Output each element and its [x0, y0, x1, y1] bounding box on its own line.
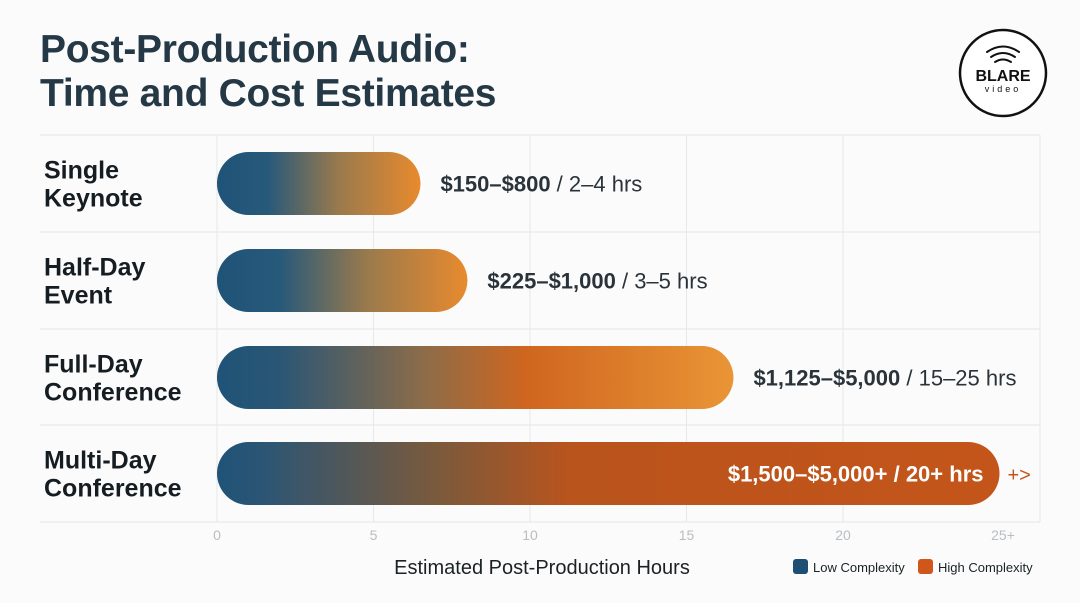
brand-logo: BLARE video	[958, 28, 1048, 118]
legend-swatch	[918, 559, 933, 574]
x-tick-label: 10	[522, 527, 538, 543]
legend-label: High Complexity	[938, 560, 1033, 575]
x-tick-label: 15	[679, 527, 695, 543]
logo-sub: video	[985, 84, 1022, 94]
chart-title: Post-Production Audio: Time and Cost Est…	[40, 28, 496, 116]
x-tick-label: 0	[213, 527, 221, 543]
x-tick-label: 25+	[991, 527, 1015, 543]
value-label: $1,125–$5,000 / 15–25 hrs	[753, 366, 1016, 391]
legend-label: Low Complexity	[813, 560, 905, 575]
category-label: Full-Day Conference	[44, 351, 182, 407]
chart-labels: Single Keynote $150–$800 / 2–4 hrs Half-Day…	[44, 157, 1031, 503]
chart-title-line-2: Time and Cost Estimates	[40, 72, 497, 115]
bar	[217, 249, 468, 312]
legend-swatch	[793, 559, 808, 574]
x-tick-label: 20	[835, 527, 851, 543]
category-label: Half-Day Event	[44, 254, 146, 310]
chart-axis: 0 5 10 15 20 25+ Estimated Post-Production Hou…	[213, 527, 1015, 579]
bar	[217, 346, 734, 409]
x-tick-label: 5	[370, 527, 378, 543]
value-label: $225–$1,000 / 3–5 hrs	[487, 269, 707, 294]
overflow-marker: +>	[1008, 465, 1031, 487]
bar	[217, 152, 421, 215]
chart-bars	[217, 152, 1000, 505]
value-label: $150–$800 / 2–4 hrs	[440, 172, 642, 197]
value-label: $1,500–$5,000+ / 20+ hrs	[728, 462, 984, 487]
category-label: Single Keynote	[44, 157, 143, 213]
category-label: Multi-Day Conference	[44, 447, 182, 503]
x-axis-title: Estimated Post-Production Hours	[394, 557, 690, 579]
bar	[217, 442, 1000, 505]
chart-legend: Low Complexity High Complexity	[793, 559, 1033, 575]
logo-name: BLARE	[975, 68, 1030, 85]
chart-title-line-1: Post-Production Audio:	[40, 28, 470, 71]
sound-waves-icon	[986, 45, 1020, 63]
